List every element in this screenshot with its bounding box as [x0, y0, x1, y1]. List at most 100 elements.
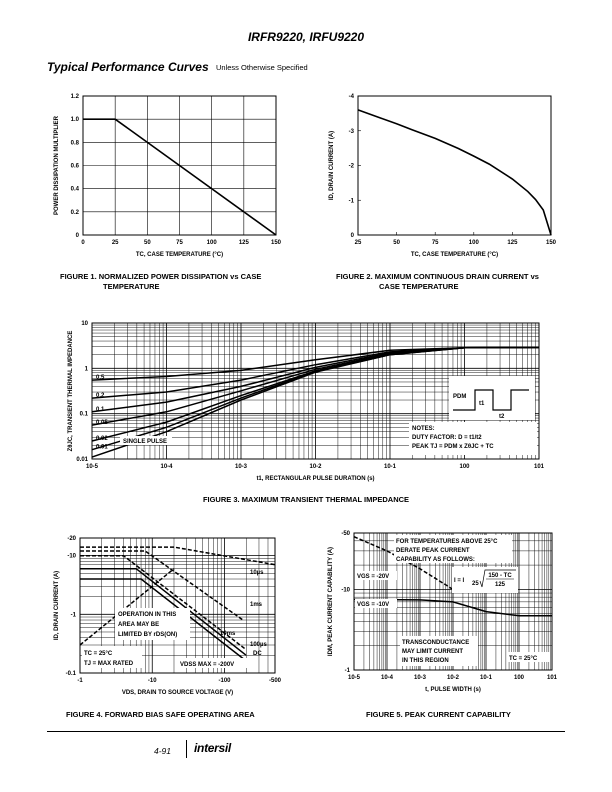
y-tick-label: -1 — [71, 612, 77, 618]
x-tick-label: 10-3 — [414, 675, 427, 681]
figure-5-chart: 10-5 10-4 10-3 10-2 10-1 100 101 -50 -10 -1 FOR TE… — [328, 531, 558, 693]
op-area-note: AREA MAY BE — [118, 622, 159, 628]
duty-label: 0.02 — [96, 436, 108, 442]
y-axis-label: IDM, PEAK CURRENT CAPABILITY (A) — [328, 547, 334, 656]
x-tick-label: 100 — [514, 675, 525, 681]
document-header-title: IRFR9220, IRFU9220 — [247, 30, 365, 44]
figure-2-caption-line1: FIGURE 2. MAXIMUM CONTINUOUS DRAIN CURRE… — [336, 272, 539, 281]
figure-4-caption: FIGURE 4. FORWARD BIAS SAFE OPERATING AR… — [66, 710, 255, 719]
y-tick-label: -50 — [341, 531, 350, 537]
x-tick-label: -500 — [269, 678, 282, 684]
footer-rule — [47, 731, 565, 732]
label-10ms: 10ms — [220, 631, 236, 637]
label-100us: 100µs — [250, 642, 267, 648]
x-tick-label: 75 — [432, 240, 439, 246]
label-10us: 10µs — [250, 570, 264, 576]
y-tick-label: -1 — [349, 198, 355, 204]
duty-label: 0.5 — [96, 375, 105, 381]
figure-3-caption: FIGURE 3. MAXIMUM TRANSIENT THERMAL IMPE… — [202, 495, 410, 504]
figure-2-chart: 25 50 75 100 125 150 0 -1 -2 -3 -4 TC, CASE TEMPERA… — [329, 94, 557, 258]
x-tick-label: 150 — [546, 240, 557, 246]
temp-note-bg — [394, 535, 512, 563]
soa-line — [80, 567, 247, 656]
duty-label: 0.05 — [96, 420, 108, 426]
x-tick-label: 25 — [355, 240, 362, 246]
trans-note: TRANSCONDUCTANCE — [402, 640, 469, 646]
sqrt-sign — [479, 569, 516, 588]
x-axis-label: t1, RECTANGULAR PULSE DURATION (s) — [256, 476, 374, 482]
y-tick-label: 0.01 — [76, 457, 88, 463]
temp-note: FOR TEMPERATURES ABOVE 25°C — [396, 539, 498, 545]
formula-sub: 25 — [472, 581, 479, 587]
x-tick-label: 75 — [176, 240, 183, 246]
formula-lhs: I = I — [454, 578, 465, 584]
y-tick-label: -3 — [349, 129, 355, 135]
x-tick-label: 101 — [547, 675, 558, 681]
x-tick-label: 10-5 — [86, 464, 99, 470]
data-line — [83, 118, 277, 236]
x-tick-label: 0 — [81, 240, 85, 246]
duty-label: 0.2 — [96, 393, 105, 399]
tc-label: TC = 25°C — [84, 651, 113, 657]
trans-bg — [400, 636, 478, 666]
plot-frame — [91, 322, 540, 460]
x-tick-label: 10-2 — [447, 675, 460, 681]
vgs10-label: VGS = -10V — [357, 602, 389, 608]
figure-2-caption-line2: CASE TEMPERATURE — [379, 282, 459, 291]
inset-bg — [449, 376, 535, 420]
vgs10-bg — [355, 599, 397, 608]
plot-frame — [79, 537, 276, 674]
pulse-waveform — [453, 389, 529, 411]
y-tick-label: -4 — [349, 94, 355, 100]
x-tick-label: 10-5 — [348, 675, 361, 681]
plot-frame — [357, 95, 552, 236]
x-tick-label: -1 — [77, 678, 83, 684]
y-tick-label: 0.8 — [71, 140, 80, 146]
duty-label: 0.01 — [96, 445, 108, 451]
notes-line: PEAK TJ = PDM x ZθJC + TC — [412, 444, 494, 450]
x-tick-label: 10-2 — [309, 464, 322, 470]
x-tick-label: 101 — [534, 464, 545, 470]
x-tick-label: 10-4 — [381, 675, 394, 681]
temp-note: DERATE PEAK CURRENT — [396, 548, 470, 554]
op-area-note: LIMITED BY rDS(ON) — [118, 632, 177, 638]
section-subtitle: Unless Otherwise Specified — [216, 63, 308, 72]
notes-line: NOTES: — [412, 426, 435, 432]
x-tick-label: 150 — [271, 240, 282, 246]
vdss-label: VDSS MAX = -200V — [180, 662, 234, 668]
tc-label: TC = 25°C — [509, 656, 538, 662]
y-tick-label: 0 — [351, 233, 355, 239]
conditions-bg — [82, 646, 142, 668]
x-tick-label: 50 — [393, 240, 400, 246]
y-tick-label: 1.2 — [71, 94, 80, 100]
x-axis-label: TC, CASE TEMPERATURE (°C) — [136, 252, 223, 258]
y-tick-label: -2 — [349, 164, 355, 170]
op-area-bg — [115, 608, 190, 640]
figure-1-caption-line1: FIGURE 1. NORMALIZED POWER DISSIPATION v… — [60, 272, 262, 281]
y-tick-label: 0 — [76, 233, 80, 239]
formula-den: 125 — [495, 582, 506, 588]
page-number: 4-91 — [154, 746, 172, 756]
y-tick-label: -10 — [341, 587, 350, 593]
inset-t1-label: t1 — [479, 401, 485, 407]
y-axis-label: ID, DRAIN CURRENT (A) — [329, 131, 335, 200]
soa-line — [80, 554, 247, 651]
tc-bg — [507, 652, 550, 662]
y-tick-label: 0.1 — [80, 412, 89, 418]
x-axis-label: t, PULSE WIDTH (s) — [425, 687, 481, 693]
trans-note: MAY LIMIT CURRENT — [402, 649, 463, 655]
x-tick-label: 10-3 — [235, 464, 248, 470]
plot-frame — [82, 95, 277, 236]
x-tick-label: 10-4 — [160, 464, 173, 470]
vgs20-label: VGS = -20V — [357, 574, 389, 580]
peak-current-line — [353, 598, 552, 617]
figure-1-caption-line2: TEMPERATURE — [103, 282, 160, 291]
y-tick-label: -0.1 — [66, 671, 77, 677]
temp-note: CAPABILITY AS FOLLOWS: — [396, 557, 475, 563]
soa-line — [79, 568, 175, 646]
x-tick-label: 50 — [144, 240, 151, 246]
op-area-note: OPERATION IN THIS — [118, 612, 176, 618]
vgs20-bg — [355, 571, 397, 580]
y-tick-label: 1 — [85, 366, 89, 372]
